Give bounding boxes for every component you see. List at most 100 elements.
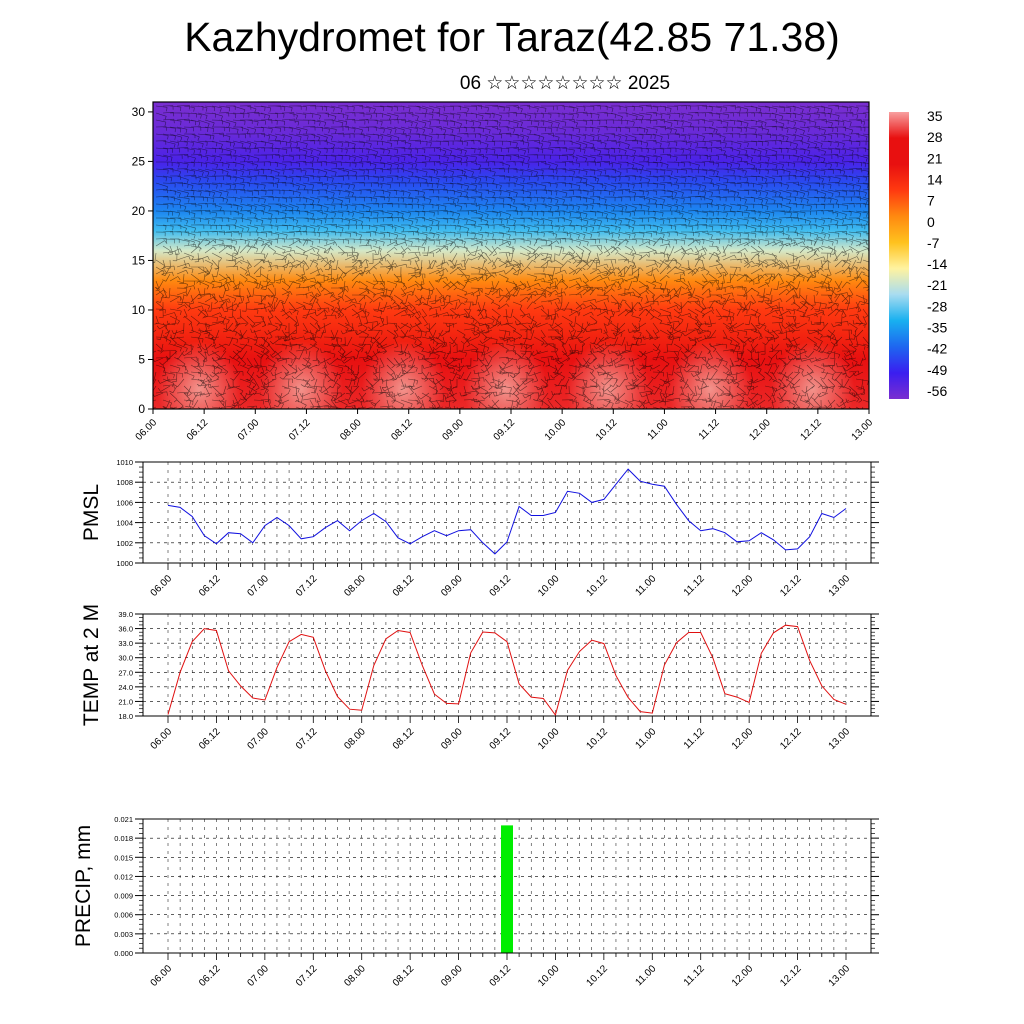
y-tick-label: 33.0 — [118, 639, 133, 648]
pmsl-line — [167, 468, 847, 555]
heating-blob — [668, 341, 753, 409]
y-tick-label: 0.012 — [114, 872, 133, 881]
x-tick-label: 11.00 — [633, 726, 658, 751]
colorbar-label: 35 — [927, 108, 943, 124]
x-tick-label: 11.12 — [682, 963, 707, 988]
x-tick-label: 06.12 — [185, 417, 211, 443]
colorbar-label: -49 — [927, 362, 947, 378]
x-tick-label: 07.12 — [287, 417, 313, 443]
x-tick-label: 07.00 — [246, 963, 272, 989]
colorbar-label: -7 — [927, 235, 940, 251]
y-tick-label: 1008 — [116, 478, 133, 487]
x-tick-label: 11.12 — [697, 417, 722, 442]
x-tick-label: 08.12 — [391, 573, 417, 599]
x-tick-label: 07.00 — [246, 726, 272, 752]
y-tick-label: 0 — [138, 402, 145, 416]
x-tick-label: 12.00 — [730, 573, 756, 599]
y-tick-label: 0.003 — [114, 930, 133, 939]
colorbar-label: -42 — [927, 341, 947, 357]
x-tick-label: 09.12 — [492, 417, 518, 443]
heating-blob — [770, 341, 855, 409]
x-tick-label: 08.00 — [342, 573, 368, 599]
y-tick-label: 1004 — [116, 519, 133, 528]
x-tick-label: 08.00 — [342, 963, 368, 989]
x-tick-label: 08.00 — [338, 417, 364, 443]
x-tick-label: 07.12 — [294, 963, 320, 989]
colorbar-label: -14 — [927, 256, 947, 272]
x-tick-label: 11.12 — [682, 573, 707, 598]
x-tick-label: 10.00 — [536, 726, 562, 752]
x-tick-label: 08.12 — [391, 963, 417, 989]
page-subtitle: 06 ☆☆☆☆☆☆☆☆ 2025 — [459, 73, 671, 94]
x-tick-label: 13.00 — [850, 417, 876, 443]
x-tick-label: 12.00 — [747, 417, 773, 443]
y-tick-label: 0.021 — [114, 815, 133, 824]
y-tick-label: 1002 — [116, 539, 133, 548]
x-tick-label: 12.12 — [778, 573, 804, 599]
x-tick-label: 10.12 — [594, 417, 620, 443]
colorbar-label: -21 — [927, 277, 947, 293]
upper-air-heatmap: 0 5 10 15 20 25 30 06.00 06.12 07.00 07.12 08.00 08.… — [132, 101, 876, 443]
heating-blob — [463, 341, 548, 409]
colorbar-label: -35 — [927, 320, 947, 336]
x-tick-label: 08.12 — [391, 726, 417, 752]
y-tick-label: 30 — [132, 105, 146, 119]
x-tick-label: 10.00 — [536, 573, 562, 599]
x-tick-label: 10.00 — [536, 963, 562, 989]
x-tick-label: 06.00 — [134, 417, 160, 443]
x-tick-label: 12.12 — [778, 963, 804, 989]
x-tick-label: 12.12 — [778, 726, 804, 752]
y-tick-label: 36.0 — [118, 625, 133, 634]
y-axis-label: PMSL — [80, 484, 103, 541]
colorbar-label: 21 — [927, 150, 943, 166]
y-axis-label: PRECIP, mm — [72, 825, 95, 947]
colorbar-legend: 35 28 21 14 7 0 -7 -14 -21 -28 -35 -42 -49 -56 — [889, 108, 947, 399]
y-tick-label: 24.0 — [118, 683, 133, 692]
x-tick-label: 09.00 — [439, 963, 465, 989]
colorbar-label: -28 — [927, 298, 947, 314]
colorbar-label: 7 — [927, 193, 935, 209]
x-tick-label: 08.12 — [389, 417, 415, 443]
x-tick-label: 09.00 — [439, 573, 465, 599]
x-tick-label: 06.00 — [149, 573, 175, 599]
y-tick-label: 39.0 — [118, 610, 133, 619]
precip-chart: 0.000 0.003 0.006 0.009 0.012 0.015 0.018 0.021… — [72, 815, 879, 989]
x-tick-label: 09.12 — [488, 573, 514, 599]
y-tick-label: 0.018 — [114, 834, 133, 843]
x-tick-label: 10.12 — [585, 573, 611, 599]
y-axis-label: TEMP at 2 M — [80, 604, 103, 726]
precip-bar — [501, 825, 513, 953]
x-tick-label: 11.00 — [633, 573, 658, 598]
x-tick-label: 06.00 — [149, 726, 175, 752]
x-tick-label: 10.00 — [543, 417, 569, 443]
x-tick-label: 13.00 — [827, 963, 853, 989]
y-tick-label: 18.0 — [118, 712, 133, 721]
colorbar-label: 14 — [927, 171, 943, 187]
x-tick-label: 07.00 — [236, 417, 262, 443]
y-tick-label: 30.0 — [118, 654, 133, 663]
x-tick-label: 10.12 — [585, 726, 611, 752]
y-tick-label: 15 — [132, 253, 146, 267]
x-tick-label: 09.12 — [488, 963, 514, 989]
x-tick-label: 09.00 — [439, 726, 465, 752]
y-tick-label: 10 — [132, 303, 146, 317]
colorbar-gradient — [889, 112, 909, 399]
y-tick-label: 1000 — [116, 559, 133, 568]
y-tick-label: 25 — [132, 154, 146, 168]
page-title: Kazhydromet for Taraz(42.85 71.38) — [184, 14, 840, 60]
y-tick-label: 1006 — [116, 498, 133, 507]
colorbar-label: 0 — [927, 214, 935, 230]
colorbar-label: -56 — [927, 383, 947, 399]
y-tick-label: 0.015 — [114, 853, 133, 862]
y-tick-label: 5 — [138, 352, 145, 366]
y-tick-label: 27.0 — [118, 668, 133, 677]
temp-chart: 18.0 21.0 24.0 27.0 30.0 33.0 36.0 39.0 06.00 06.… — [80, 604, 879, 752]
colorbar-label: 28 — [927, 129, 943, 145]
x-tick-label: 12.00 — [730, 726, 756, 752]
x-tick-label: 06.12 — [197, 963, 223, 989]
x-tick-label: 09.12 — [488, 726, 514, 752]
x-tick-label: 11.00 — [646, 417, 671, 442]
x-tick-label: 06.12 — [197, 573, 223, 599]
y-tick-label: 0.006 — [114, 911, 133, 920]
